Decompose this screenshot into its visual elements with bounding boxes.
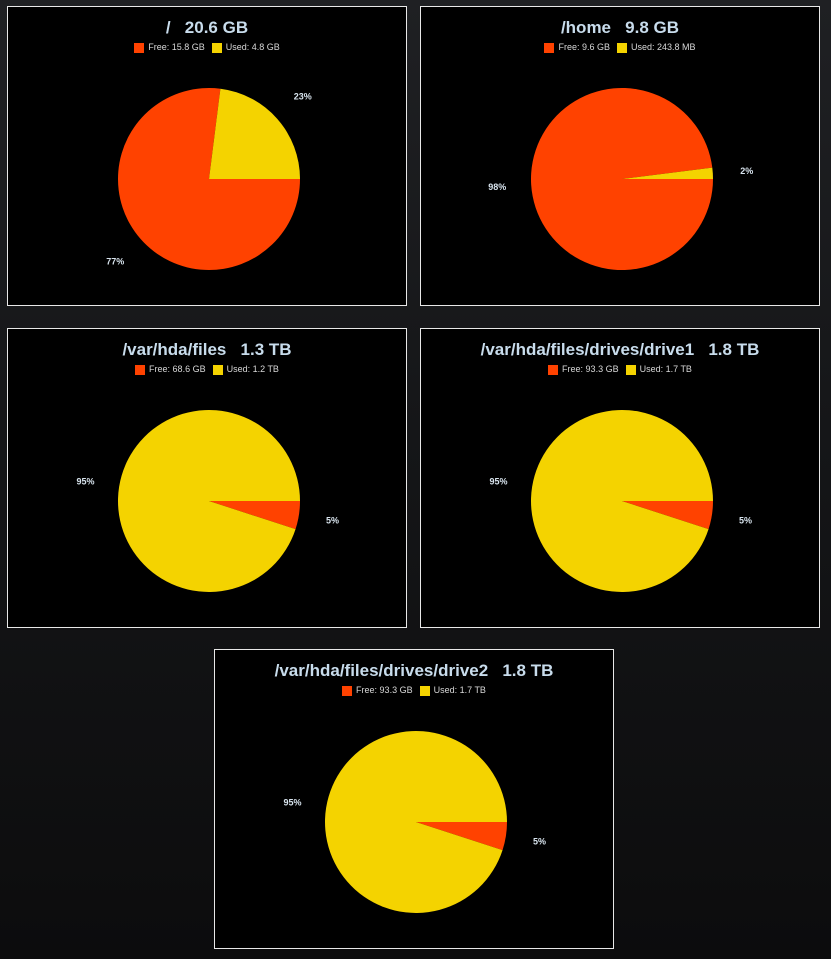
legend-item-free: Free: 93.3 GB (548, 364, 619, 375)
pie-slice-free (531, 87, 713, 270)
legend-label-free: Free: 9.6 GB (558, 42, 610, 52)
legend-label-free: Free: 15.8 GB (148, 42, 205, 52)
pie-chart: 5% 95% (490, 409, 752, 592)
slice-label-free: 5% (326, 516, 339, 526)
free-swatch-icon (135, 364, 146, 375)
slice-label-free: 77% (106, 257, 124, 267)
used-swatch-icon (211, 42, 222, 53)
free-swatch-icon (134, 42, 145, 53)
chart-legend: Free: 68.6 GB Used: 1.2 TB (8, 364, 406, 375)
used-swatch-icon (616, 42, 627, 53)
pie-chart: 5% 95% (77, 409, 339, 592)
legend-item-free: Free: 9.6 GB (544, 42, 610, 53)
slice-label-free: 98% (488, 182, 506, 192)
chart-title: /var/hda/files 1.3 TB (122, 340, 292, 359)
free-swatch-icon (544, 42, 555, 53)
chart-title: / 20.6 GB (165, 18, 249, 37)
disk-chart-home: /home 9.8 GB Free: 9.6 GB Used: 243.8 MB… (420, 6, 820, 306)
legend-label-free: Free: 68.6 GB (149, 364, 206, 374)
chart-legend: Free: 93.3 GB Used: 1.7 TB (215, 685, 613, 696)
used-swatch-icon (212, 364, 223, 375)
pie-slice-free (416, 822, 507, 851)
legend-item-used: Used: 1.7 TB (625, 364, 692, 375)
disk-chart-drive2: /var/hda/files/drives/drive2 1.8 TB Free… (214, 649, 614, 949)
legend-item-free: Free: 15.8 GB (134, 42, 205, 53)
slice-label-used: 95% (490, 476, 508, 486)
chart-title: /var/hda/files/drives/drive2 1.8 TB (274, 661, 554, 680)
slice-label-free: 5% (533, 837, 546, 847)
chart-legend: Free: 93.3 GB Used: 1.7 TB (421, 364, 819, 375)
used-swatch-icon (625, 364, 636, 375)
pie-chart: 98% 2% (488, 87, 753, 270)
legend-label-used: Used: 1.7 TB (639, 364, 692, 374)
disk-chart-files: /var/hda/files 1.3 TB Free: 68.6 GB Used… (7, 328, 407, 628)
legend-item-free: Free: 68.6 GB (135, 364, 206, 375)
legend-label-free: Free: 93.3 GB (562, 364, 619, 374)
slice-label-free: 5% (739, 516, 752, 526)
pie-slice-used (325, 731, 507, 913)
free-swatch-icon (342, 685, 353, 696)
pie-slice-free (209, 501, 300, 530)
chart-legend: Free: 15.8 GB Used: 4.8 GB (8, 42, 406, 53)
legend-item-free: Free: 93.3 GB (342, 685, 413, 696)
legend-label-used: Used: 1.7 TB (433, 685, 486, 695)
pie-chart: 77% 23% (106, 87, 312, 271)
slice-label-used: 2% (740, 166, 753, 176)
legend-label-used: Used: 1.2 TB (226, 364, 279, 374)
legend-item-used: Used: 1.2 TB (212, 364, 279, 375)
legend-label-free: Free: 93.3 GB (356, 685, 413, 695)
chart-title: /var/hda/files/drives/drive1 1.8 TB (480, 340, 760, 359)
chart-legend: Free: 9.6 GB Used: 243.8 MB (421, 42, 819, 53)
legend-label-used: Used: 243.8 MB (630, 42, 696, 52)
disk-chart-drive1: /var/hda/files/drives/drive1 1.8 TB Free… (420, 328, 820, 628)
pie-slice-free (622, 501, 713, 530)
slice-label-used: 23% (294, 91, 312, 101)
slice-label-used: 95% (77, 476, 95, 486)
chart-title: /home 9.8 GB (560, 18, 680, 37)
pie-slice-used (622, 167, 713, 179)
pie-chart: 5% 95% (284, 731, 546, 913)
free-swatch-icon (548, 364, 559, 375)
pie-slice-used (118, 409, 300, 592)
legend-item-used: Used: 4.8 GB (211, 42, 280, 53)
legend-item-used: Used: 1.7 TB (419, 685, 486, 696)
disk-chart-root: / 20.6 GB Free: 15.8 GB Used: 4.8 GB 77%… (7, 6, 407, 306)
legend-item-used: Used: 243.8 MB (616, 42, 696, 53)
pie-slice-used (531, 409, 713, 592)
used-swatch-icon (419, 685, 430, 696)
legend-label-used: Used: 4.8 GB (225, 42, 280, 52)
pie-slice-used (209, 88, 300, 179)
slice-label-used: 95% (284, 797, 302, 807)
